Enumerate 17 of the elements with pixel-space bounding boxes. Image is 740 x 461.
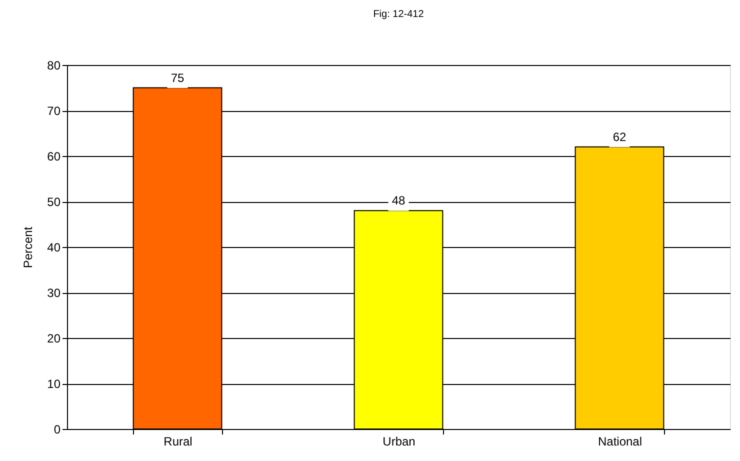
y-tick-label: 10: [47, 377, 61, 391]
y-tick-label: 30: [47, 286, 61, 300]
y-tick-label: 0: [54, 422, 61, 436]
y-tick-label: 80: [47, 58, 61, 72]
y-axis-title: Percent: [21, 226, 36, 268]
y-tick-label: 50: [47, 195, 61, 209]
data-label: 48: [392, 194, 406, 208]
data-label: 62: [612, 130, 626, 144]
x-tick-label: Urban: [382, 434, 416, 448]
y-tick-label: 60: [47, 150, 61, 164]
y-tick-label: 20: [47, 332, 61, 346]
data-label: 75: [170, 70, 184, 85]
y-tick-label: 70: [47, 104, 61, 118]
y-tick-label: 40: [47, 240, 61, 254]
x-tick-label: Rural: [164, 434, 192, 448]
chart-title: Fig: 12-412: [373, 9, 424, 20]
x-tick-label: National: [598, 434, 642, 448]
